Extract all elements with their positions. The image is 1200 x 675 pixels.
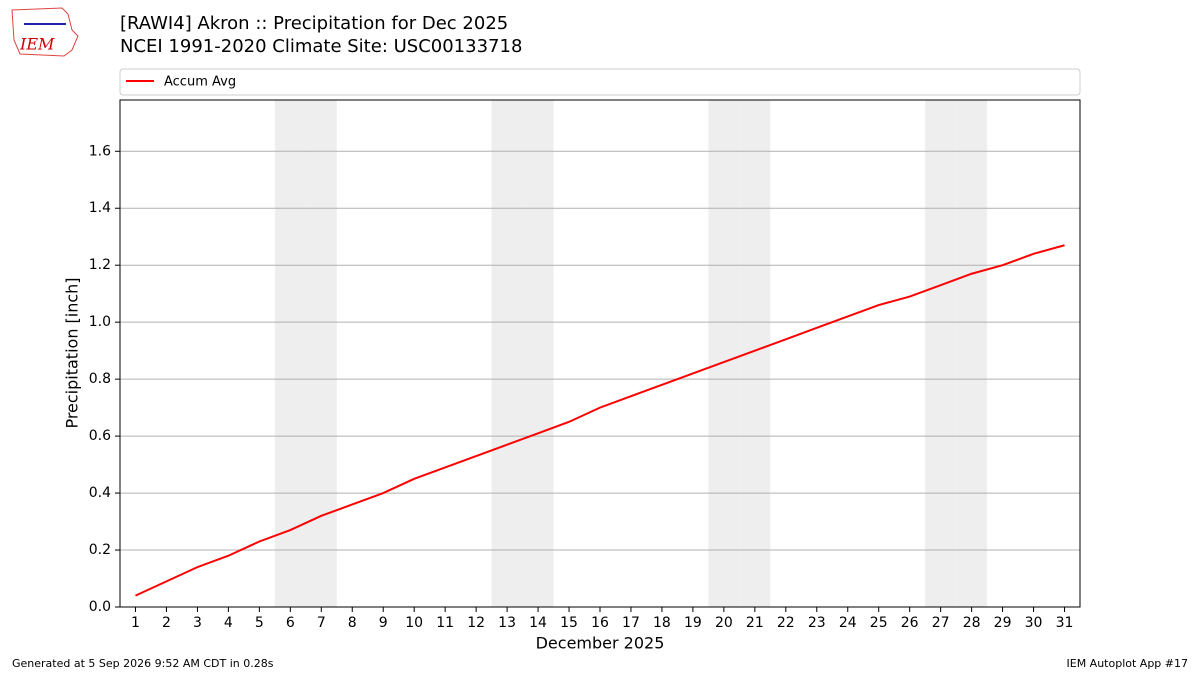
y-axis-label: Precipitation [inch] [63,277,82,428]
x-tick-label: 24 [839,615,857,631]
x-tick-label: 3 [193,615,202,631]
x-tick-label: 13 [498,615,516,631]
footer-left: Generated at 5 Sep 2026 9:52 AM CDT in 0… [12,657,274,670]
x-tick-label: 23 [808,615,826,631]
chart-title: [RAWI4] Akron :: Precipitation for Dec 2… [120,13,508,34]
y-tick-label: 0.4 [89,485,111,501]
x-tick-label: 20 [715,615,733,631]
x-tick-label: 12 [467,615,485,631]
series-line [135,244,1065,597]
weekend-shade [739,100,771,607]
logo-text: IEM [19,35,55,54]
x-tick-label: 11 [436,615,454,631]
y-tick-label: 1.2 [89,257,111,273]
weekend-shade [956,100,988,607]
x-tick-label: 30 [1025,615,1043,631]
y-tick-label: 0.6 [89,428,111,444]
x-tick-label: 9 [379,615,388,631]
x-tick-label: 7 [317,615,326,631]
y-tick-label: 0.2 [89,542,111,558]
y-tick-label: 0.8 [89,371,111,387]
x-tick-label: 1 [131,615,140,631]
x-tick-label: 22 [777,615,795,631]
x-tick-label: 10 [405,615,423,631]
x-tick-label: 18 [653,615,671,631]
weekend-shade [708,100,740,607]
x-axis-label: December 2025 [536,634,665,653]
y-tick-label: 0.0 [89,599,111,615]
y-tick-label: 1.0 [89,314,111,330]
x-tick-label: 15 [560,615,578,631]
legend-label: Accum Avg [164,75,236,90]
x-tick-label: 8 [348,615,357,631]
x-tick-label: 25 [870,615,888,631]
x-tick-label: 19 [684,615,702,631]
x-tick-label: 17 [622,615,640,631]
x-tick-label: 4 [224,615,233,631]
x-tick-label: 26 [901,615,919,631]
x-tick-label: 2 [162,615,171,631]
x-tick-label: 28 [963,615,981,631]
x-tick-label: 16 [591,615,609,631]
x-tick-label: 21 [746,615,764,631]
weekend-shade [305,100,337,607]
footer-right: IEM Autoplot App #17 [1067,657,1189,670]
weekend-shade [925,100,957,607]
x-tick-label: 31 [1056,615,1074,631]
y-tick-label: 1.6 [89,143,111,159]
y-tick-label: 1.4 [89,200,111,216]
x-tick-label: 27 [932,615,950,631]
x-tick-label: 14 [529,615,547,631]
weekend-shade [274,100,306,607]
x-tick-label: 6 [286,615,295,631]
logo: IEM [11,7,79,57]
plot-frame [119,99,1081,608]
weekend-shade [522,100,554,607]
logo-outline [11,7,79,57]
legend-box [119,68,1081,96]
x-tick-label: 5 [255,615,264,631]
chart-subtitle: NCEI 1991-2020 Climate Site: USC00133718 [120,36,522,57]
weekend-shade [491,100,523,607]
x-tick-label: 29 [994,615,1012,631]
